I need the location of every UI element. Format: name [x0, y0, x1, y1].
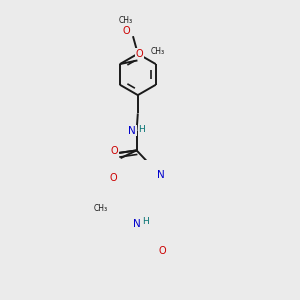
Text: O: O — [158, 246, 166, 256]
Text: CH₃: CH₃ — [150, 47, 164, 56]
Text: O: O — [136, 49, 143, 58]
Text: H: H — [142, 217, 149, 226]
Text: O: O — [122, 26, 130, 36]
Text: CH₃: CH₃ — [94, 204, 108, 213]
Text: N: N — [157, 170, 165, 180]
Text: O: O — [109, 172, 117, 183]
Text: N: N — [133, 219, 141, 229]
Text: H: H — [139, 125, 145, 134]
Text: O: O — [110, 146, 118, 156]
Text: N: N — [128, 126, 136, 136]
Text: CH₃: CH₃ — [119, 16, 133, 25]
